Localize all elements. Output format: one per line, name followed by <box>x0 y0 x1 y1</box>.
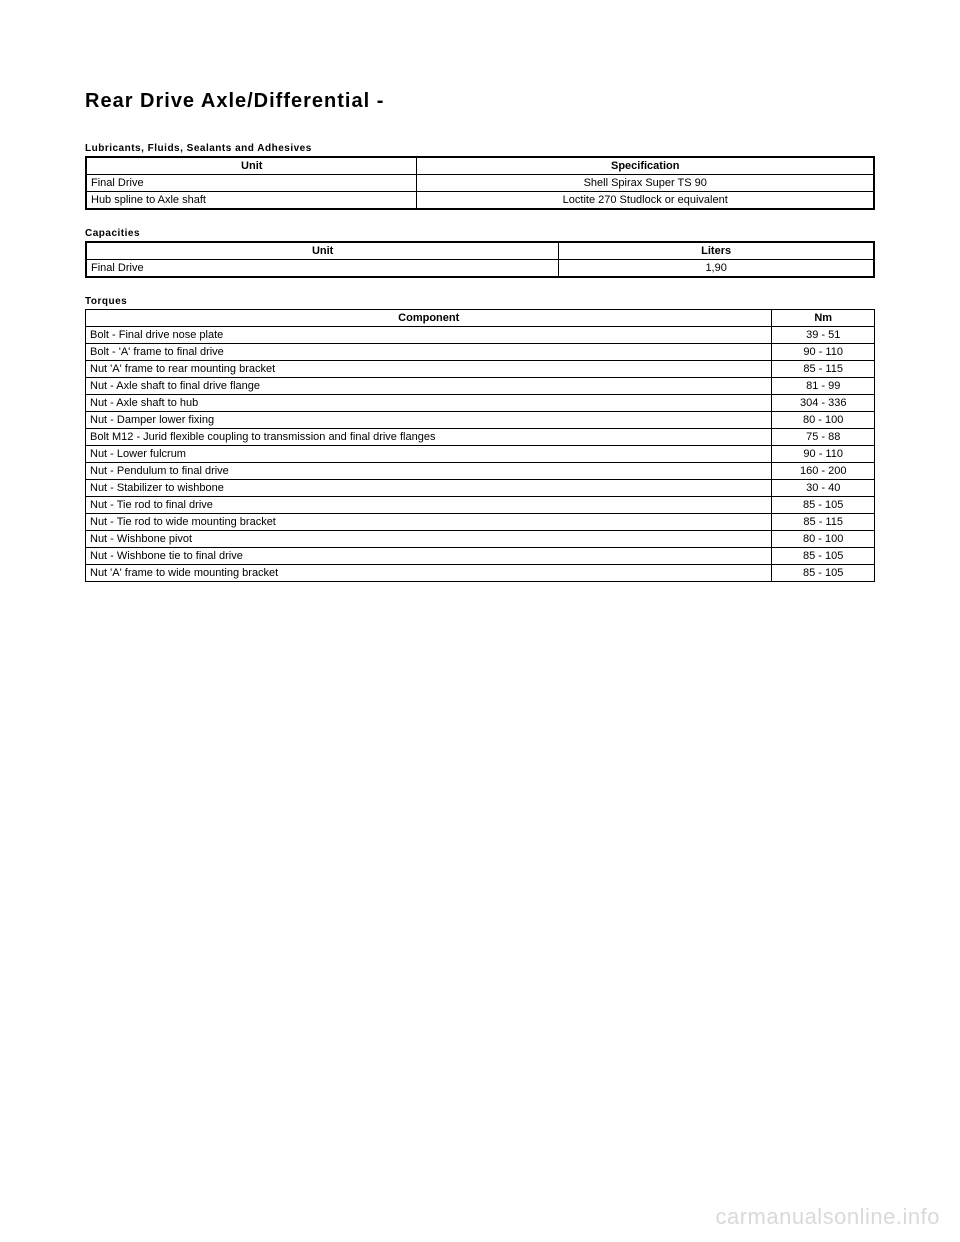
table-row: Final Drive 1,90 <box>86 260 874 278</box>
page: Rear Drive Axle/Differential - Lubricant… <box>0 0 960 582</box>
torques-caption: Torques <box>85 296 875 307</box>
cell-nm: 85 - 115 <box>772 361 875 378</box>
table-header-row: Unit Specification <box>86 157 874 175</box>
cell-spec: Loctite 270 Studlock or equivalent <box>417 192 874 210</box>
cell-component: Bolt M12 - Jurid flexible coupling to tr… <box>86 429 772 446</box>
col-liters: Liters <box>559 242 874 260</box>
table-row: Nut - Tie rod to wide mounting bracket85… <box>86 514 875 531</box>
table-row: Nut - Tie rod to final drive85 - 105 <box>86 497 875 514</box>
cell-component: Bolt - 'A' frame to final drive <box>86 344 772 361</box>
table-row: Nut - Damper lower fixing80 - 100 <box>86 412 875 429</box>
table-row: Nut - Pendulum to final drive160 - 200 <box>86 463 875 480</box>
table-row: Bolt - Final drive nose plate39 - 51 <box>86 327 875 344</box>
cell-nm: 85 - 105 <box>772 565 875 582</box>
lubricants-caption: Lubricants, Fluids, Sealants and Adhesiv… <box>85 143 875 154</box>
cell-nm: 90 - 110 <box>772 446 875 463</box>
cell-nm: 160 - 200 <box>772 463 875 480</box>
cell-unit: Final Drive <box>86 260 559 278</box>
table-row: Nut 'A' frame to wide mounting bracket85… <box>86 565 875 582</box>
table-row: Nut - Axle shaft to hub304 - 336 <box>86 395 875 412</box>
torques-table: Component Nm Bolt - Final drive nose pla… <box>85 309 875 582</box>
cell-nm: 304 - 336 <box>772 395 875 412</box>
cell-component: Nut - Tie rod to wide mounting bracket <box>86 514 772 531</box>
cell-nm: 85 - 115 <box>772 514 875 531</box>
page-title: Rear Drive Axle/Differential - <box>85 90 875 113</box>
cell-component: Nut - Tie rod to final drive <box>86 497 772 514</box>
cell-component: Nut 'A' frame to rear mounting bracket <box>86 361 772 378</box>
col-nm: Nm <box>772 310 875 327</box>
cell-nm: 39 - 51 <box>772 327 875 344</box>
cell-component: Nut - Axle shaft to final drive flange <box>86 378 772 395</box>
table-row: Nut - Stabilizer to wishbone30 - 40 <box>86 480 875 497</box>
col-unit: Unit <box>86 157 417 175</box>
table-row: Nut - Wishbone pivot80 - 100 <box>86 531 875 548</box>
table-row: Nut - Axle shaft to final drive flange81… <box>86 378 875 395</box>
table-row: Final Drive Shell Spirax Super TS 90 <box>86 175 874 192</box>
capacities-table: Unit Liters Final Drive 1,90 <box>85 241 875 278</box>
cell-nm: 85 - 105 <box>772 548 875 565</box>
cell-unit: Hub spline to Axle shaft <box>86 192 417 210</box>
cell-nm: 85 - 105 <box>772 497 875 514</box>
cell-component: Nut - Damper lower fixing <box>86 412 772 429</box>
cell-nm: 80 - 100 <box>772 531 875 548</box>
cell-component: Nut - Stabilizer to wishbone <box>86 480 772 497</box>
table-row: Nut 'A' frame to rear mounting bracket85… <box>86 361 875 378</box>
lubricants-table: Unit Specification Final Drive Shell Spi… <box>85 156 875 210</box>
capacities-caption: Capacities <box>85 228 875 239</box>
table-row: Nut - Lower fulcrum90 - 110 <box>86 446 875 463</box>
cell-component: Bolt - Final drive nose plate <box>86 327 772 344</box>
cell-component: Nut - Pendulum to final drive <box>86 463 772 480</box>
col-spec: Specification <box>417 157 874 175</box>
cell-spec: Shell Spirax Super TS 90 <box>417 175 874 192</box>
table-header-row: Component Nm <box>86 310 875 327</box>
cell-unit: Final Drive <box>86 175 417 192</box>
cell-component: Nut 'A' frame to wide mounting bracket <box>86 565 772 582</box>
cell-nm: 80 - 100 <box>772 412 875 429</box>
cell-component: Nut - Axle shaft to hub <box>86 395 772 412</box>
cell-nm: 30 - 40 <box>772 480 875 497</box>
cell-nm: 90 - 110 <box>772 344 875 361</box>
watermark: carmanualsonline.info <box>715 1204 940 1230</box>
cell-nm: 75 - 88 <box>772 429 875 446</box>
cell-component: Nut - Wishbone pivot <box>86 531 772 548</box>
table-row: Nut - Wishbone tie to final drive85 - 10… <box>86 548 875 565</box>
cell-liters: 1,90 <box>559 260 874 278</box>
table-row: Bolt M12 - Jurid flexible coupling to tr… <box>86 429 875 446</box>
cell-component: Nut - Wishbone tie to final drive <box>86 548 772 565</box>
table-row: Hub spline to Axle shaft Loctite 270 Stu… <box>86 192 874 210</box>
cell-component: Nut - Lower fulcrum <box>86 446 772 463</box>
table-header-row: Unit Liters <box>86 242 874 260</box>
table-row: Bolt - 'A' frame to final drive90 - 110 <box>86 344 875 361</box>
cell-nm: 81 - 99 <box>772 378 875 395</box>
col-component: Component <box>86 310 772 327</box>
col-unit: Unit <box>86 242 559 260</box>
